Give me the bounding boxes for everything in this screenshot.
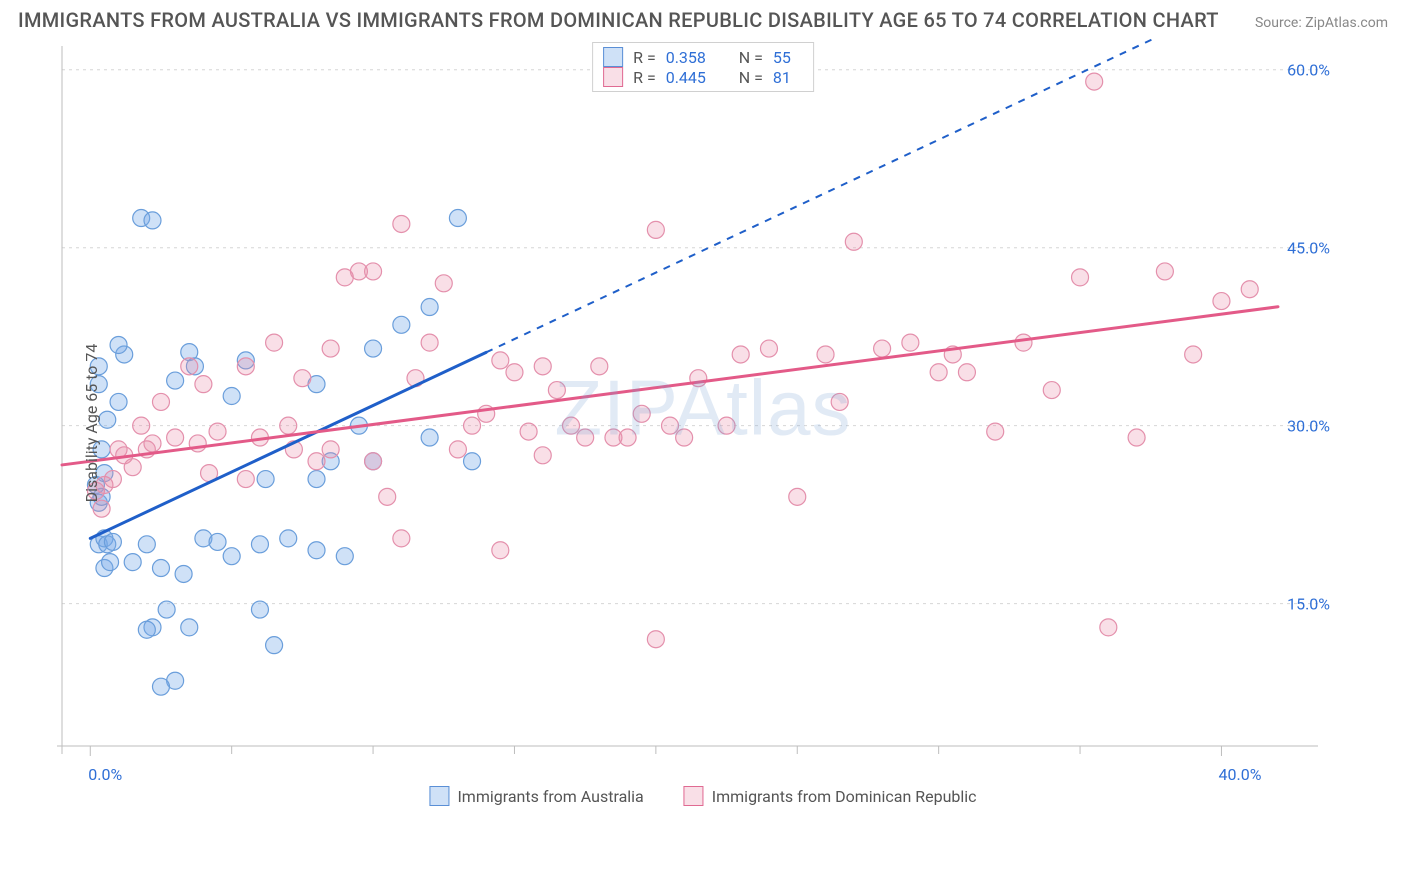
r-label: R = (633, 48, 656, 67)
legend-label: Immigrants from Dominican Republic (712, 787, 977, 806)
legend-item-australia: Immigrants from Australia (429, 786, 643, 806)
svg-text:45.0%: 45.0% (1287, 239, 1330, 258)
legend-stats-row: R = 0.358 N = 55 (603, 47, 803, 67)
square-icon (684, 786, 704, 806)
svg-text:15.0%: 15.0% (1287, 595, 1330, 614)
n-label: N = (739, 68, 763, 87)
svg-text:30.0%: 30.0% (1287, 417, 1330, 436)
square-icon (429, 786, 449, 806)
legend-stats-row: R = 0.445 N = 81 (603, 67, 803, 87)
chart-title: IMMIGRANTS FROM AUSTRALIA VS IMMIGRANTS … (18, 8, 1219, 32)
legend-label: Immigrants from Australia (457, 787, 643, 806)
r-value-blue: 0.358 (666, 48, 721, 67)
square-icon (603, 47, 623, 67)
y-axis-label: Disability Age 65 to 74 (82, 344, 101, 503)
n-value-blue: 55 (773, 48, 803, 67)
n-value-pink: 81 (773, 68, 803, 87)
r-label: R = (633, 68, 656, 87)
n-label: N = (739, 48, 763, 67)
svg-text:60.0%: 60.0% (1287, 61, 1330, 80)
square-icon (603, 67, 623, 87)
plot-area: Disability Age 65 to 74 15.0% 30.0% 45.0% 6… (18, 38, 1388, 808)
legend-stats: R = 0.358 N = 55 R = 0.445 N = 81 (592, 42, 814, 92)
legend-item-dominican: Immigrants from Dominican Republic (684, 786, 977, 806)
svg-text:40.0%: 40.0% (1219, 765, 1262, 784)
source-attribution: Source: ZipAtlas.com (1255, 15, 1388, 31)
scatter-plot-svg: 15.0% 30.0% 45.0% 60.0% 0.0% 40.0% (18, 38, 1338, 808)
svg-text:0.0%: 0.0% (88, 765, 122, 784)
legend-series: Immigrants from Australia Immigrants fro… (429, 786, 976, 806)
r-value-pink: 0.445 (666, 68, 721, 87)
